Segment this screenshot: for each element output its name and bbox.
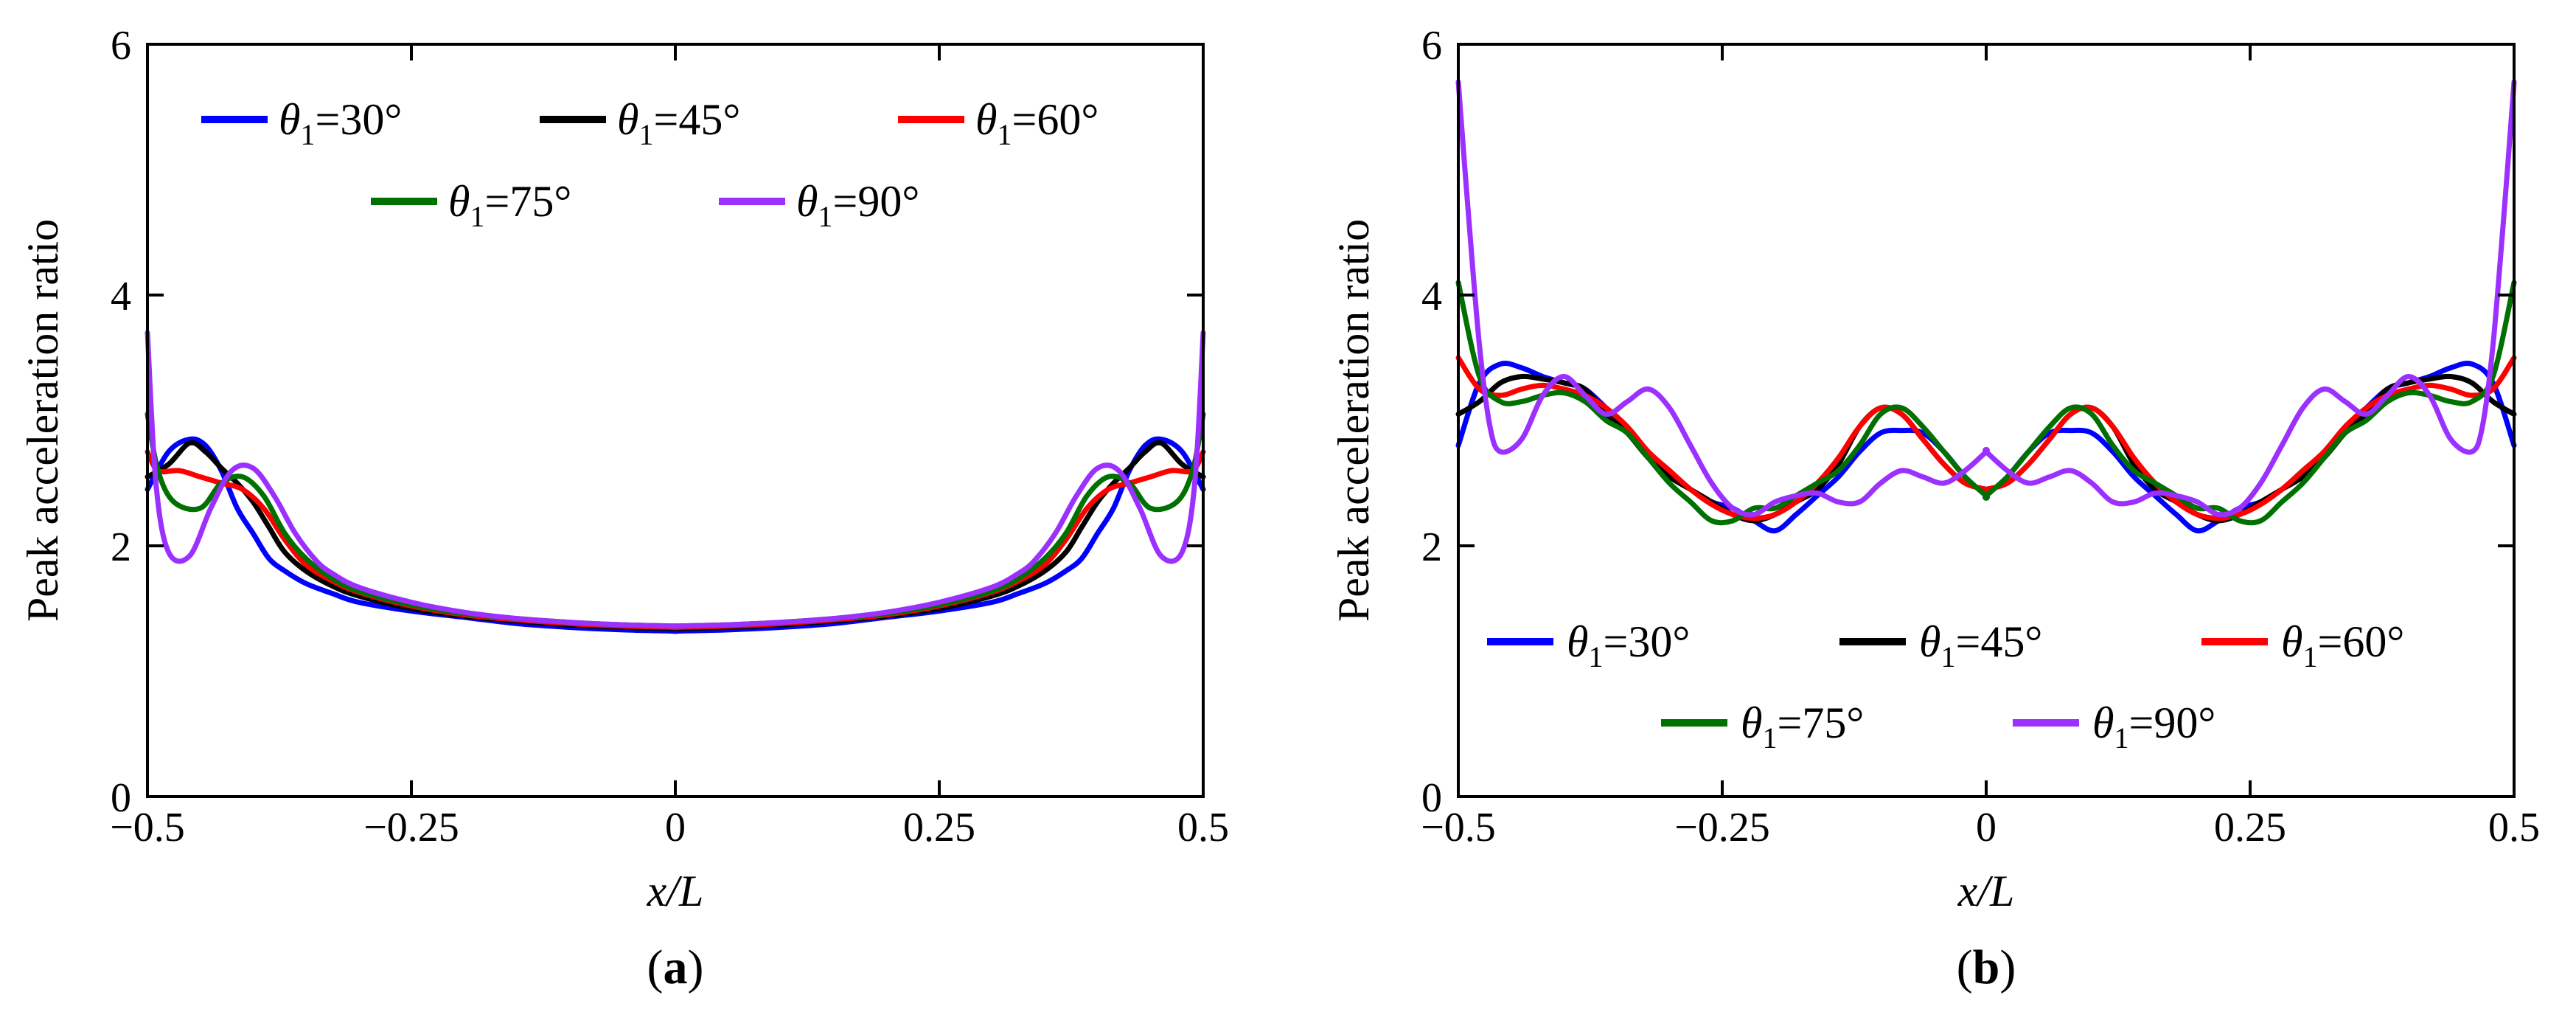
panel-a-legend-label: θ1=90° [796, 177, 919, 233]
panel-b-series-line-4 [1455, 280, 2517, 526]
panel-a-x-tick-label: 0.5 [1177, 805, 1229, 850]
panel-a-x-tick-label: 0.25 [903, 805, 975, 850]
panel-b-series-line-5 [1455, 79, 2517, 518]
panel-a-series-lines [145, 330, 1206, 634]
panel-a-legend-entry-4: θ1=75° [371, 177, 571, 233]
panel-a-series-line-2 [145, 440, 1206, 631]
panel-b-legend-label: θ1=90° [2092, 699, 2215, 755]
panel-b-legend-label: θ1=75° [1741, 699, 1864, 755]
panel-b-legend: θ1=30° θ1=45° θ1=60° θ1=75° θ1=90° [1487, 617, 2404, 755]
panel-a-legend-label: θ1=30° [279, 95, 402, 151]
panel-a-legend-entry-5: θ1=90° [719, 177, 919, 233]
panel-a-legend: θ1=30° θ1=45° θ1=60° θ1=75° θ1=90° [201, 95, 1099, 233]
panel-a-legend-entry-3: θ1=60° [898, 95, 1099, 151]
panel-a-legend-label: θ1=60° [975, 95, 1099, 151]
panel-b-legend-entry-2: θ1=45° [1839, 617, 2042, 673]
panel-a-x-tick-label: −0.5 [110, 805, 185, 850]
panel-a-caption: (a) [647, 940, 704, 994]
panel-a-x-tick-label: −0.25 [363, 805, 459, 850]
panel-b-legend-entry-1: θ1=30° [1487, 617, 1690, 673]
panel-b-ticks: −0.5 −0.25 0 0.25 0.5 0 2 4 6 [1421, 23, 2540, 850]
panel-b: −0.5 −0.25 0 0.25 0.5 0 2 4 6 θ1=30° θ1=45° θ1=6… [1329, 23, 2540, 994]
panel-a-y-axis-label: Peak acceleration ratio [18, 219, 67, 622]
panel-b-y-tick-label: 6 [1421, 23, 1442, 69]
panel-b-y-tick-label: 2 [1421, 524, 1442, 570]
panel-a-legend-label: θ1=75° [448, 177, 571, 233]
panel-b-x-tick-label: −0.25 [1674, 805, 1770, 850]
panel-b-y-tick-label: 4 [1421, 274, 1442, 319]
panel-b-legend-label: θ1=60° [2281, 617, 2404, 673]
panel-a-x-axis-label: x/L [647, 867, 704, 915]
panel-a-ticks: −0.5 −0.25 0 0.25 0.5 0 2 4 6 [110, 23, 1229, 850]
panel-b-x-tick-label: −0.5 [1421, 805, 1496, 850]
panel-b-legend-label: θ1=30° [1567, 617, 1690, 673]
panel-b-legend-entry-3: θ1=60° [2201, 617, 2404, 673]
panel-a-series-line-4 [145, 412, 1206, 629]
panel-a-plot-frame [146, 43, 1205, 798]
panel-a-legend-entry-2: θ1=45° [540, 95, 740, 151]
panel-a-y-tick-label: 0 [111, 775, 131, 821]
panel-a-series-line-5 [145, 330, 1206, 629]
panel-a-series-line-1 [145, 436, 1206, 634]
panel-a-y-tick-label: 2 [111, 524, 131, 570]
panel-b-x-tick-label: 0 [1976, 805, 1997, 850]
panel-b-caption: (b) [1957, 940, 2016, 994]
panel-a-y-tick-label: 4 [111, 274, 131, 319]
panel-b-x-axis-label: x/L [1957, 867, 2015, 915]
panel-a-x-tick-label: 0 [665, 805, 686, 850]
panel-b-x-tick-label: 0.25 [2214, 805, 2286, 850]
panel-b-x-tick-label: 0.5 [2488, 805, 2540, 850]
panel-b-legend-label: θ1=45° [1919, 617, 2042, 673]
panel-b-legend-entry-4: θ1=75° [1661, 699, 1864, 755]
panel-b-y-axis-label: Peak acceleration ratio [1329, 219, 1378, 622]
panel-a-legend-entry-1: θ1=30° [201, 95, 402, 151]
panel-a-y-tick-label: 6 [111, 23, 131, 69]
panel-b-legend-entry-5: θ1=90° [2013, 699, 2215, 755]
panel-b-series-line-3 [1455, 355, 2517, 521]
panel-a: −0.5 −0.25 0 0.25 0.5 0 2 4 6 θ1=30° θ1=45° θ1=6… [18, 23, 1229, 994]
panel-a-legend-label: θ1=45° [617, 95, 740, 151]
panel-b-series-lines [1455, 79, 2517, 534]
panel-b-y-tick-label: 0 [1421, 775, 1442, 821]
panel-a-series-line-3 [145, 449, 1206, 631]
